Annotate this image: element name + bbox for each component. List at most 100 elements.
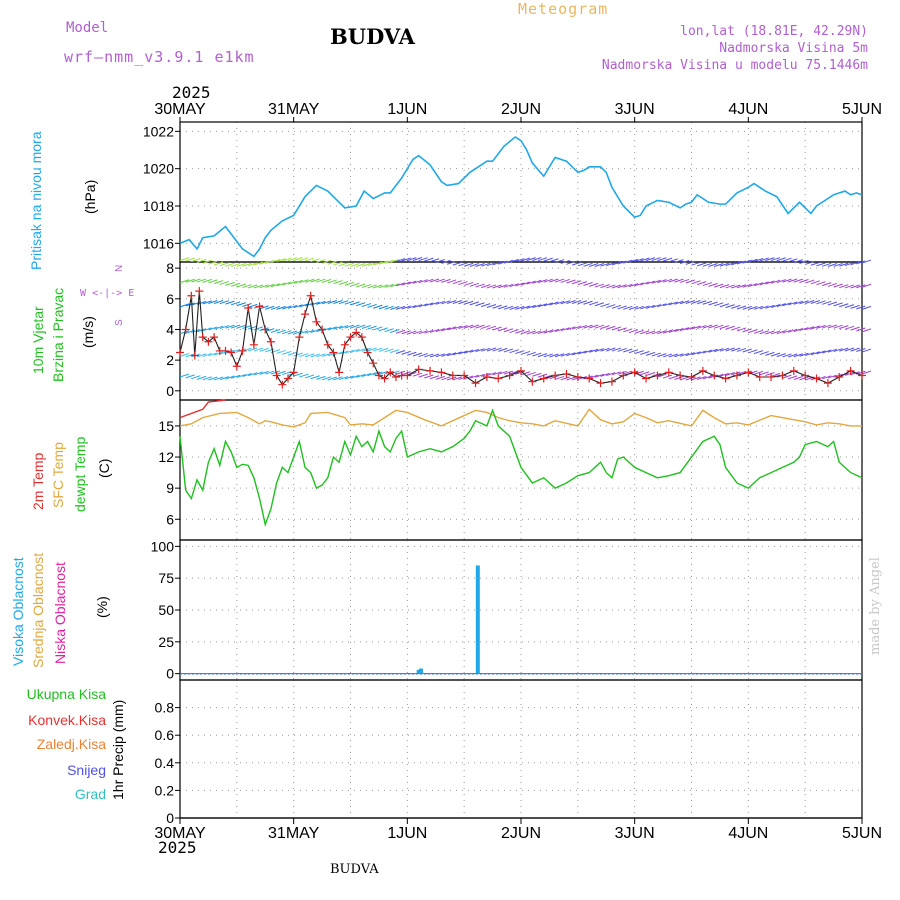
wind-barb (537, 303, 548, 308)
wind-barb (827, 301, 838, 306)
wind-barb (691, 325, 701, 330)
y-tick-label: 4 (166, 321, 174, 337)
wind-barb (577, 350, 587, 355)
wind-barb (793, 327, 803, 332)
wind-barb (441, 327, 451, 332)
wind-barb (589, 324, 599, 329)
wind-barb (651, 257, 661, 262)
wind-barb (520, 305, 531, 310)
wind-speed-marker (335, 368, 344, 377)
wind-barb (708, 324, 718, 329)
wind-barb (645, 372, 656, 376)
wind-barb (225, 375, 235, 380)
wind-barb (230, 348, 241, 353)
wind-barb (469, 301, 480, 306)
wind-barb (674, 259, 684, 264)
wind-barb (520, 350, 531, 355)
wind-barb (191, 278, 201, 283)
wind-barb (338, 300, 349, 305)
dewpt-label: dewpt Temp (72, 436, 88, 512)
wind-barb (401, 350, 411, 355)
y-tick-label: 100 (151, 538, 175, 554)
wind-barb (839, 347, 849, 352)
wind-barb (537, 373, 548, 378)
y-tick-label: 0.8 (155, 700, 175, 716)
wind-barb (589, 374, 599, 379)
wind-speed-marker (710, 371, 719, 380)
wind-barb (185, 257, 195, 262)
wind-barb (185, 302, 195, 307)
wind-barb (674, 278, 684, 283)
y-tick-label: 0.4 (155, 755, 175, 771)
wind-barb (270, 258, 281, 263)
wind-barb (367, 262, 377, 267)
wind-barb (554, 375, 565, 380)
wind-speed-marker (278, 380, 287, 389)
wind-speed-marker (698, 366, 707, 375)
wind-barb (395, 305, 406, 310)
wind-barb (492, 347, 502, 352)
wind-barb (657, 330, 667, 335)
wind-barb (793, 353, 803, 358)
wind-speed-marker (249, 340, 258, 349)
wind-speed-marker (176, 348, 184, 357)
wind-barb (725, 262, 735, 267)
wind-barb (321, 278, 332, 283)
wind-barb (805, 260, 815, 265)
wind-barb (282, 305, 292, 310)
wind-barb (697, 324, 707, 329)
wind-speed-marker (187, 291, 196, 300)
wind-barb (191, 329, 201, 334)
wind-barb (253, 371, 264, 376)
wind-barb (617, 284, 627, 289)
wind-barb (753, 350, 764, 355)
wind-barb (833, 283, 843, 288)
wind-speed-marker (607, 377, 616, 386)
wind-speed-marker (653, 371, 662, 380)
wind-speed-marker (562, 369, 571, 378)
wind-barb (753, 329, 764, 334)
wind-barb (571, 261, 582, 266)
wind-barb (367, 372, 377, 377)
wind-barb (179, 257, 190, 262)
wind-barb (731, 371, 741, 376)
wind-barb (418, 373, 428, 378)
wind-barb (662, 257, 673, 262)
wind-speed-marker (585, 374, 594, 383)
wind-barb (213, 300, 224, 304)
wind-barb (265, 348, 275, 353)
wind-barb (213, 325, 224, 330)
wind-speed-marker (403, 371, 412, 380)
wind-barb (657, 353, 667, 358)
wind-barb (566, 352, 576, 357)
wind-barb (850, 261, 860, 266)
wind-barb (861, 348, 872, 353)
wind-barb (356, 302, 366, 307)
wind-speed-marker (539, 374, 548, 383)
wind-barb (526, 257, 536, 262)
wind-barb (520, 330, 531, 335)
wind-speed-marker (778, 371, 787, 380)
x-tick-label-top: 31MAY (268, 101, 320, 118)
wind-barb (299, 257, 309, 262)
wind-speed-marker (295, 333, 304, 342)
wind-barb (390, 283, 400, 288)
wind-barb (662, 329, 673, 334)
panel-frame-wind (179, 261, 863, 401)
wind-barb (799, 279, 809, 283)
wind-barb (429, 278, 440, 283)
wind-barb (458, 350, 468, 355)
wind-barb (640, 257, 650, 262)
wind-speed-marker (528, 377, 537, 386)
compass-arrows: <-|-> (92, 288, 123, 299)
wind-barb (571, 280, 582, 285)
wind-barb (583, 262, 593, 267)
wind-barb (691, 351, 701, 356)
wind-speed-marker (755, 373, 764, 381)
y-tick-label: 15 (158, 418, 174, 434)
wind-barb (509, 283, 519, 288)
wind-speed-marker (190, 351, 199, 360)
wind-barb (731, 261, 741, 266)
wind-barb (753, 258, 764, 262)
